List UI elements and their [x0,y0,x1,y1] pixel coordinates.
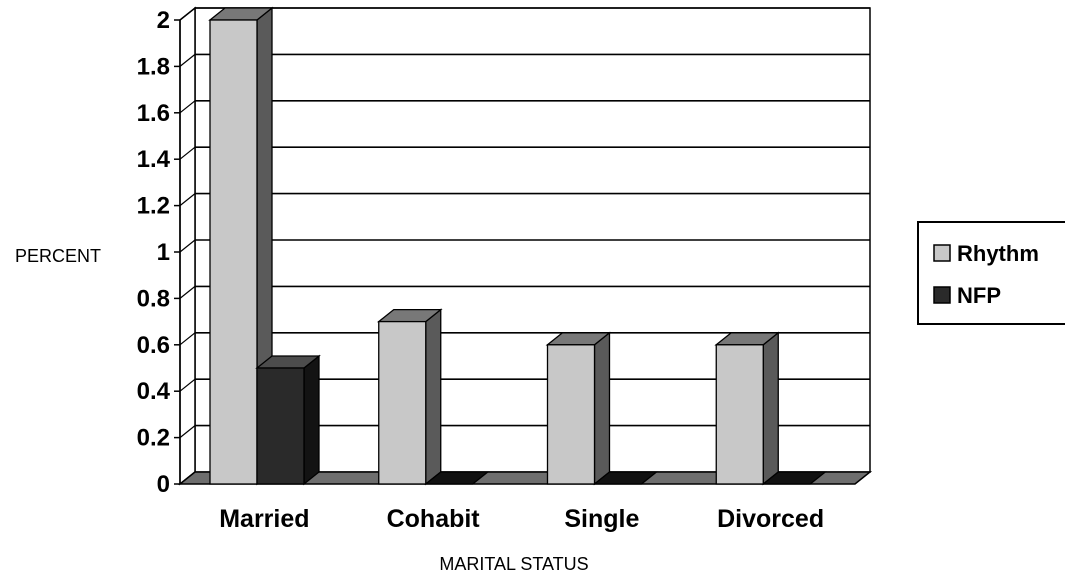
y-tick-label: 1.2 [137,193,170,220]
y-tick-label: 0.8 [137,285,170,312]
gridline-side [179,7,196,21]
x-category-label: Married [219,505,309,533]
x-category-label: Cohabit [387,505,481,533]
gridline-side [179,332,196,346]
bar-side [762,331,779,486]
bar-rhythm-cohabit [376,308,443,486]
bar-side [303,354,320,486]
y-tick-label: 1.4 [137,146,171,173]
bar-zero [423,471,490,485]
legend-swatch-rhythm [933,244,951,262]
bar-front [546,344,596,485]
bar-zero [761,471,828,485]
gridline-side [179,378,196,392]
y-tick-label: 1.8 [137,53,170,80]
bar-group [208,6,828,486]
bar-nfp-married [255,354,321,486]
bar-nfp-single [592,471,659,485]
x-category-label: Single [564,505,639,533]
y-tick-label: 0 [157,471,170,498]
bar-nfp-divorced [761,471,828,485]
gridline-side [179,239,196,253]
gridline-side [179,53,196,67]
bar-nfp-cohabit [423,471,490,485]
x-axis-categories: Married Cohabit Single Divorced [219,505,824,533]
y-axis-ticks: 0 0.2 0.4 0.6 0.8 1 1.2 1.4 1.6 1.8 2 [137,7,181,498]
legend: Rhythm NFP [917,221,1065,325]
legend-swatch-nfp [933,286,951,304]
legend-label-rhythm: Rhythm [957,241,1039,266]
bar-front [378,320,427,485]
y-axis-title: PERCENT [15,246,101,266]
gridline-side [179,100,196,114]
y-tick-label: 1 [157,239,170,266]
y-tick-label: 1.6 [137,100,170,127]
y-tick-label: 0.6 [137,332,170,359]
bar-front [256,367,305,485]
legend-box [917,221,1065,325]
bar-zero [592,471,659,485]
legend-label-nfp: NFP [957,283,1001,308]
y-tick-label: 0.2 [137,425,170,452]
bar-side [425,308,442,486]
x-axis-title: MARITAL STATUS [439,554,588,574]
gridline-side [179,193,196,207]
bar-front [209,19,258,485]
gridline-side [179,146,196,160]
gridline-side [179,285,196,299]
bar-front [715,344,764,485]
bar-rhythm-divorced [714,331,781,486]
x-category-label: Divorced [717,505,824,533]
y-tick-label: 2 [157,7,170,34]
y-tick-label: 0.4 [137,378,171,405]
gridline-side [179,425,196,439]
bar-side [593,331,611,486]
bar-rhythm-single [545,331,612,486]
